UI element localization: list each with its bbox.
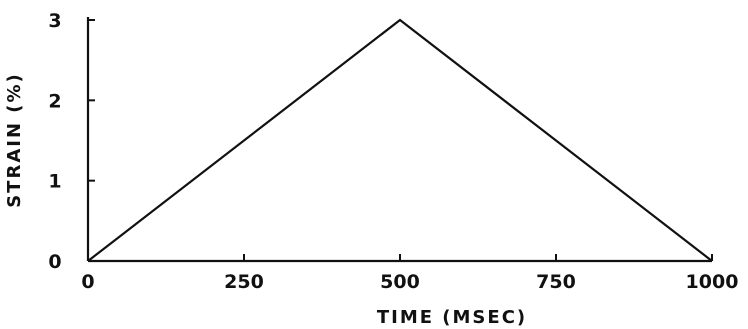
y-tick-label: 0 [48, 251, 61, 273]
x-axis-title: TIME (MSEC) [377, 307, 527, 328]
x-tick-label: 250 [224, 271, 264, 293]
y-axis-title: STRAIN (%) [4, 72, 25, 208]
y-tick-label: 1 [48, 171, 61, 193]
y-tick-label: 2 [48, 90, 61, 112]
axes [86, 17, 712, 263]
x-tick-label: 750 [536, 271, 576, 293]
tick-labels: 0 250 500 750 1000 0 1 2 3 [48, 10, 738, 293]
x-tick-label: 0 [81, 271, 94, 293]
x-tick-label: 500 [380, 271, 420, 293]
tick-marks [87, 19, 713, 262]
strain-series-line [87, 18, 713, 262]
y-tick-label: 3 [48, 10, 61, 32]
series-layer [87, 18, 713, 262]
x-tick-label: 1000 [686, 271, 739, 293]
